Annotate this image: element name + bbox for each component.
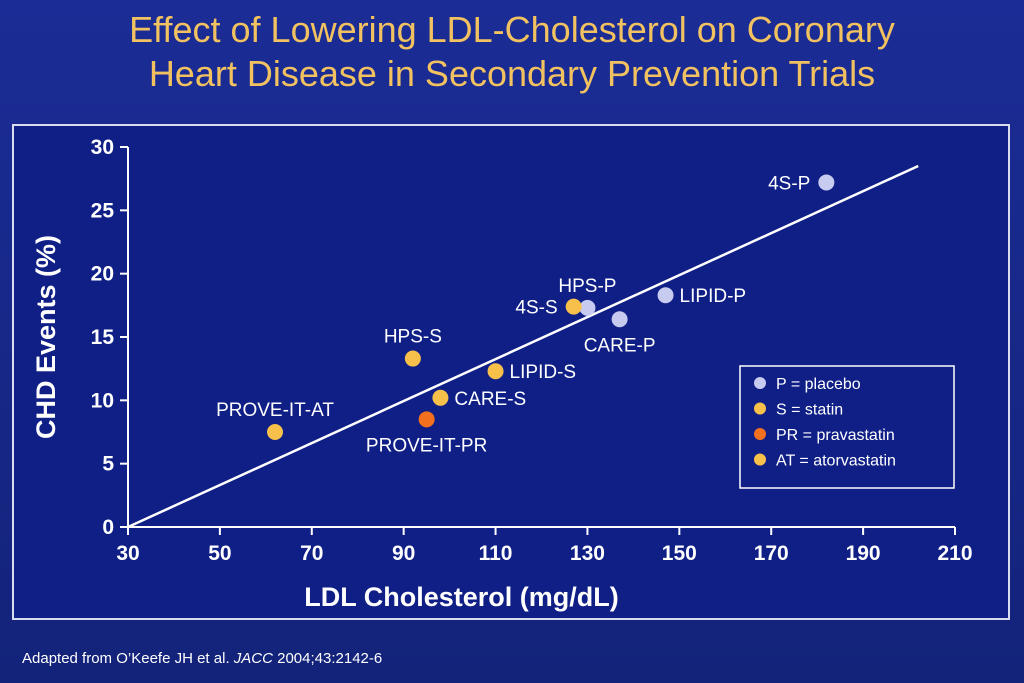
y-tick-label: 20: [91, 263, 114, 286]
x-tick-label: 170: [754, 542, 789, 565]
footnote: Adapted from O’Keefe JH et al. JACC 2004…: [22, 650, 382, 667]
y-tick-label: 5: [102, 453, 114, 476]
y-axis-label: CHD Events (%): [31, 235, 61, 439]
point-label-lipid-s: LIPID-S: [510, 362, 577, 383]
x-tick-label: 90: [392, 542, 415, 565]
point-label-4s-s: 4S-S: [515, 298, 557, 319]
slide-title-line-2: Heart Disease in Secondary Prevention Tr…: [148, 53, 876, 94]
y-tick-label: 10: [91, 389, 114, 412]
point-label-hps-s: HPS-S: [384, 327, 442, 348]
slide-title-line-1: Effect of Lowering LDL-Cholesterol on Co…: [129, 9, 895, 50]
data-point-prove-it-at: [267, 424, 284, 440]
legend-label-atorvastatin: AT = atorvastatin: [776, 453, 896, 470]
trendline: [127, 164, 919, 529]
data-point-hps-s: [404, 350, 421, 367]
point-label-hps-p: HPS-P: [558, 276, 616, 297]
legend-marker-placebo: [754, 377, 766, 389]
legend-marker-pravastatin: [754, 428, 766, 440]
legend-marker-statin: [754, 402, 766, 415]
point-label-prove-it-at: PROVE-IT-AT: [216, 400, 334, 421]
footnote-journal: JACC: [233, 650, 273, 667]
point-label-prove-it-pr: PROVE-IT-PR: [366, 435, 487, 456]
data-point-4s-s: [565, 298, 582, 315]
data-point-lipid-s: [487, 363, 504, 380]
x-tick-label: 50: [208, 542, 231, 565]
y-tick-label: 15: [91, 326, 115, 349]
point-label-care-p: CARE-P: [584, 335, 656, 356]
y-tick-label: 0: [102, 516, 114, 539]
point-label-4s-p: 4S-P: [768, 173, 810, 194]
footnote-reference: 2004;43:2142-6: [277, 650, 383, 667]
x-tick-label: 70: [300, 542, 323, 565]
data-point-4s-p: [818, 174, 835, 191]
data-point-prove-it-pr: [418, 411, 435, 428]
legend-box: [739, 365, 955, 489]
footnote-source: Adapted from O’Keefe JH et al.: [22, 650, 230, 667]
legend-marker-atorvastatin: [754, 453, 766, 466]
y-tick-label: 25: [91, 199, 115, 222]
data-point-lipid-p: [657, 287, 674, 304]
y-tick-label: 30: [91, 136, 114, 159]
data-point-care-s: [432, 389, 449, 406]
x-tick-label: 130: [570, 542, 605, 565]
x-tick-label: 210: [937, 542, 972, 565]
data-point-care-p: [611, 311, 628, 328]
x-axis-label: LDL Cholesterol (mg/dL): [304, 582, 619, 612]
x-tick-label: 30: [116, 542, 139, 565]
x-tick-label: 150: [662, 542, 697, 565]
data-point-hps-p: [579, 299, 596, 316]
legend-label-placebo: P = placebo: [776, 376, 861, 393]
point-label-care-s: CARE-S: [454, 389, 526, 410]
point-label-lipid-p: LIPID-P: [680, 286, 747, 307]
slide-title: Effect of Lowering LDL-Cholesterol on Co…: [0, 8, 1024, 96]
legend-label-pravastatin: PR = pravastatin: [776, 427, 895, 444]
x-tick-label: 110: [479, 542, 513, 565]
x-tick-label: 190: [846, 542, 881, 565]
legend-label-statin: S = statin: [776, 402, 843, 419]
